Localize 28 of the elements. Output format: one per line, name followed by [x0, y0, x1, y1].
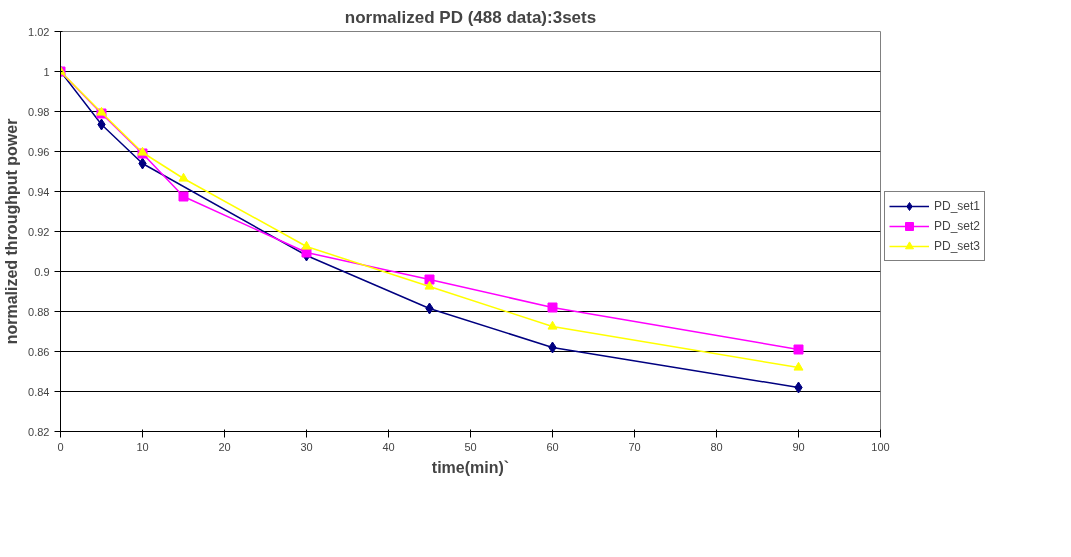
- y-tick-label: 0.86: [28, 345, 50, 358]
- x-tick-label: 40: [382, 440, 395, 453]
- y-tick-label: 0.96: [28, 145, 50, 158]
- x-tick-label: 50: [464, 440, 477, 453]
- legend-label: PD_set2: [934, 219, 981, 233]
- x-tick-label: 100: [871, 440, 890, 453]
- y-tick-label: 0.9: [34, 265, 50, 278]
- y-tick-label: 1: [43, 65, 50, 78]
- x-tick-label: 80: [710, 440, 723, 453]
- y-tick-label: 0.84: [28, 385, 50, 398]
- chart-title: normalized PD (488 data):3sets: [344, 7, 597, 27]
- legend-label: PD_set3: [934, 239, 981, 253]
- x-tick-label: 90: [792, 440, 805, 453]
- y-tick-label: 1.02: [28, 25, 50, 38]
- y-tick-label: 0.82: [28, 425, 50, 438]
- y-tick-label: 0.94: [28, 185, 50, 198]
- y-tick-label: 0.88: [28, 305, 50, 318]
- y-tick-label: 0.92: [28, 225, 50, 238]
- x-tick-label: 70: [628, 440, 641, 453]
- x-tick-label: 0: [57, 440, 64, 453]
- x-tick-label: 60: [546, 440, 559, 453]
- y-axis-title: normalized throughput power: [3, 118, 21, 345]
- x-tick-label: 30: [300, 440, 313, 453]
- y-tick-label: 0.98: [28, 105, 50, 118]
- x-tick-label: 10: [136, 440, 149, 453]
- legend-label: PD_set1: [934, 199, 981, 213]
- x-axis-title: time(min)`: [431, 458, 510, 476]
- x-tick-label: 20: [218, 440, 231, 453]
